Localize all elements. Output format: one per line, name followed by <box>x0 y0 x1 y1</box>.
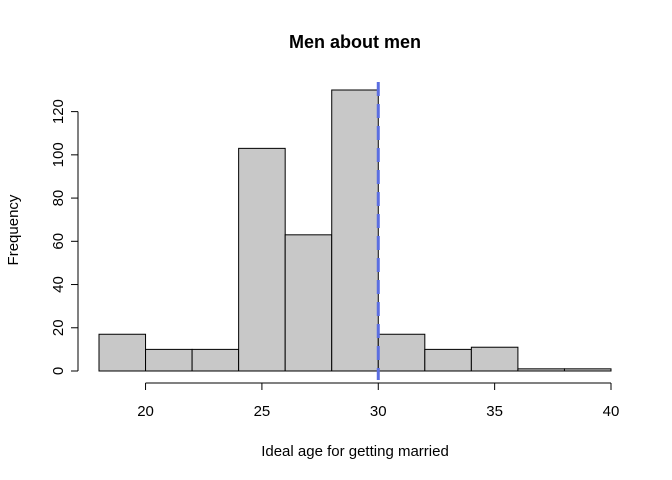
histogram-bar-7 <box>424 348 472 372</box>
x-axis: 20 25 30 35 40 <box>137 382 620 420</box>
x-tick-label-1: 25 <box>254 403 271 420</box>
y-tick-label-4: 80 <box>50 190 67 207</box>
histogram-bar-8 <box>470 346 519 372</box>
y-tick-label-5: 100 <box>50 142 67 167</box>
histogram-bar-10 <box>563 368 612 372</box>
histogram-bar-0 <box>98 333 147 372</box>
histogram-bar-5 <box>331 89 379 372</box>
x-tick-label-4: 40 <box>603 403 620 420</box>
bars-group <box>98 89 612 372</box>
y-tick-label-0: 0 <box>50 367 67 375</box>
x-tick-label-2: 30 <box>370 403 387 420</box>
histogram-bar-4 <box>284 234 333 372</box>
y-tick-label-1: 20 <box>50 319 67 336</box>
y-tick-label-2: 40 <box>50 276 67 293</box>
x-tick-label-3: 35 <box>486 403 503 420</box>
x-axis-label: Ideal age for getting married <box>261 443 449 460</box>
y-axis: 0 20 40 60 80 100 120 <box>50 99 79 375</box>
y-tick-label-3: 60 <box>50 233 67 250</box>
chart-title: Men about men <box>289 32 421 52</box>
histogram-bar-3 <box>238 147 286 372</box>
x-tick-label-0: 20 <box>137 403 154 420</box>
histogram-bar-9 <box>517 368 565 372</box>
histogram-bar-6 <box>377 333 426 372</box>
histogram-bar-1 <box>145 348 193 372</box>
y-axis-label: Frequency <box>5 194 22 265</box>
histogram-bar-2 <box>191 348 240 372</box>
y-tick-label-6: 120 <box>50 99 67 124</box>
